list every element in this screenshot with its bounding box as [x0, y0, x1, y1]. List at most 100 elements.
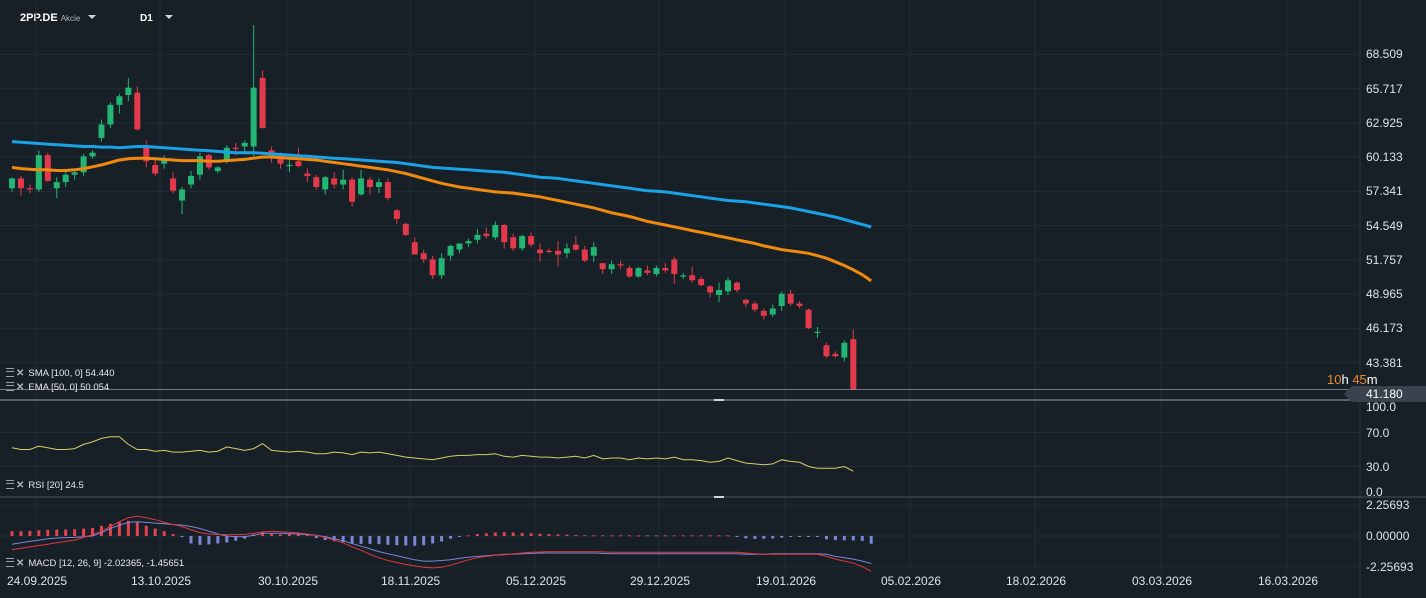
rsi-tick-label: 70.0: [1366, 425, 1390, 440]
symbol-selector[interactable]: 2PP.DE Akcie: [20, 12, 97, 24]
macd-histogram-bar: [171, 533, 175, 536]
candle-body: [823, 345, 830, 357]
macd-histogram-bar: [234, 536, 238, 541]
menu-icon[interactable]: [6, 368, 14, 377]
macd-histogram-bar: [207, 536, 211, 545]
countdown-m-unit: m: [1366, 372, 1378, 387]
candle-body: [125, 87, 132, 96]
macd-histogram-bar: [816, 536, 819, 537]
x-tick-label: 29.12.2025: [630, 574, 691, 588]
x-tick-label: 30.10.2025: [258, 574, 319, 588]
macd-histogram-bar: [368, 536, 372, 544]
instrument-type: Akcie: [60, 14, 81, 23]
x-tick-label: 03.03.2026: [1132, 574, 1193, 588]
close-icon[interactable]: ✕: [16, 382, 25, 393]
macd-histogram-bar: [583, 535, 587, 537]
x-tick-label: 18.11.2025: [381, 574, 441, 588]
price-tick-label: 65.717: [1366, 81, 1403, 96]
candle-body: [188, 175, 194, 185]
candle-body: [223, 147, 230, 162]
candle-body: [358, 178, 365, 195]
macd-histogram-bar: [323, 536, 327, 541]
candle-body: [384, 182, 391, 199]
close-icon[interactable]: ✕: [16, 480, 25, 491]
candle-body: [501, 225, 508, 243]
close-icon[interactable]: ✕: [16, 368, 25, 379]
candle-body: [411, 242, 418, 255]
candle-body: [196, 156, 203, 175]
pane-resize-handle: [714, 399, 724, 401]
macd-histogram-bar: [422, 536, 426, 546]
timeframe-selector[interactable]: D1: [140, 13, 173, 24]
menu-icon[interactable]: [6, 558, 14, 567]
macd-histogram-bar: [55, 529, 59, 536]
x-tick-label: 19.01.2026: [756, 574, 817, 588]
candle-countdown: 10h 45m: [1327, 372, 1378, 387]
candle-body: [554, 250, 561, 255]
candle-body: [340, 179, 347, 185]
candle-body: [626, 267, 633, 277]
candle-body: [98, 124, 105, 138]
macd-line: [11, 521, 872, 564]
candle-body: [850, 339, 857, 390]
macd-histogram-bar: [279, 534, 282, 536]
macd-histogram-bar: [37, 530, 41, 536]
macd-histogram-bar: [592, 535, 596, 537]
macd-histogram-bar: [216, 536, 220, 544]
macd-histogram-bar: [672, 535, 676, 537]
menu-icon[interactable]: [6, 382, 14, 391]
candle-body: [680, 275, 687, 277]
macd-histogram-bar: [484, 533, 488, 536]
candle-body: [250, 87, 257, 147]
macd-histogram-bar: [708, 535, 712, 537]
macd-histogram-bar: [64, 529, 68, 536]
candle-body: [438, 258, 445, 276]
macd-histogram-bar: [189, 536, 193, 544]
price-tick-label: 57.341: [1366, 184, 1403, 199]
macd-histogram-bar: [851, 536, 855, 541]
macd-histogram-bar: [547, 533, 551, 536]
macd-histogram-bar: [869, 536, 873, 544]
x-tick-label: 05.02.2026: [881, 574, 942, 588]
macd-histogram-bar: [449, 536, 453, 539]
macd-histogram-bar: [475, 533, 479, 536]
candle-body: [349, 179, 356, 202]
countdown-minutes: 45: [1352, 372, 1367, 387]
macd-histogram-bar: [270, 533, 274, 536]
rsi-pane: [11, 436, 854, 472]
macd-histogram-bar: [645, 535, 649, 537]
candle-body: [295, 161, 302, 167]
macd-histogram-bar: [502, 532, 506, 536]
candle-body: [143, 147, 150, 162]
candle-body: [367, 179, 373, 188]
candle-body: [456, 243, 463, 250]
candle-body: [17, 178, 24, 189]
candle-body: [26, 188, 33, 190]
candle-body: [134, 92, 141, 130]
countdown-h-unit: h: [1341, 372, 1349, 387]
candle-body: [725, 280, 731, 292]
candle-body: [161, 160, 168, 164]
candle-body: [259, 77, 266, 129]
candle-body: [107, 104, 114, 125]
macd-histogram-bar: [126, 520, 130, 536]
candle-body: [689, 275, 696, 281]
menu-icon[interactable]: [6, 480, 14, 489]
last-price-label: 41.180: [1344, 386, 1426, 402]
candle-body: [9, 178, 15, 189]
macd-histogram-bar: [556, 534, 560, 536]
macd-histogram-bar: [735, 536, 739, 537]
candle-body: [805, 309, 812, 329]
candle-body: [241, 142, 248, 147]
candle-body: [170, 178, 177, 191]
sma-legend-text: SMA [100, 0] 54.440: [28, 368, 115, 379]
sma-legend: ✕ SMA [100, 0] 54.440: [6, 368, 114, 379]
close-icon[interactable]: ✕: [16, 558, 25, 569]
macd-histogram-bar: [637, 535, 640, 537]
macd-histogram-bar: [261, 531, 265, 536]
macd-histogram-bar: [690, 535, 694, 537]
ema-legend-text: EMA [50, 0] 50.054: [28, 382, 110, 393]
candle-body: [635, 267, 642, 277]
candle-body: [474, 234, 481, 240]
